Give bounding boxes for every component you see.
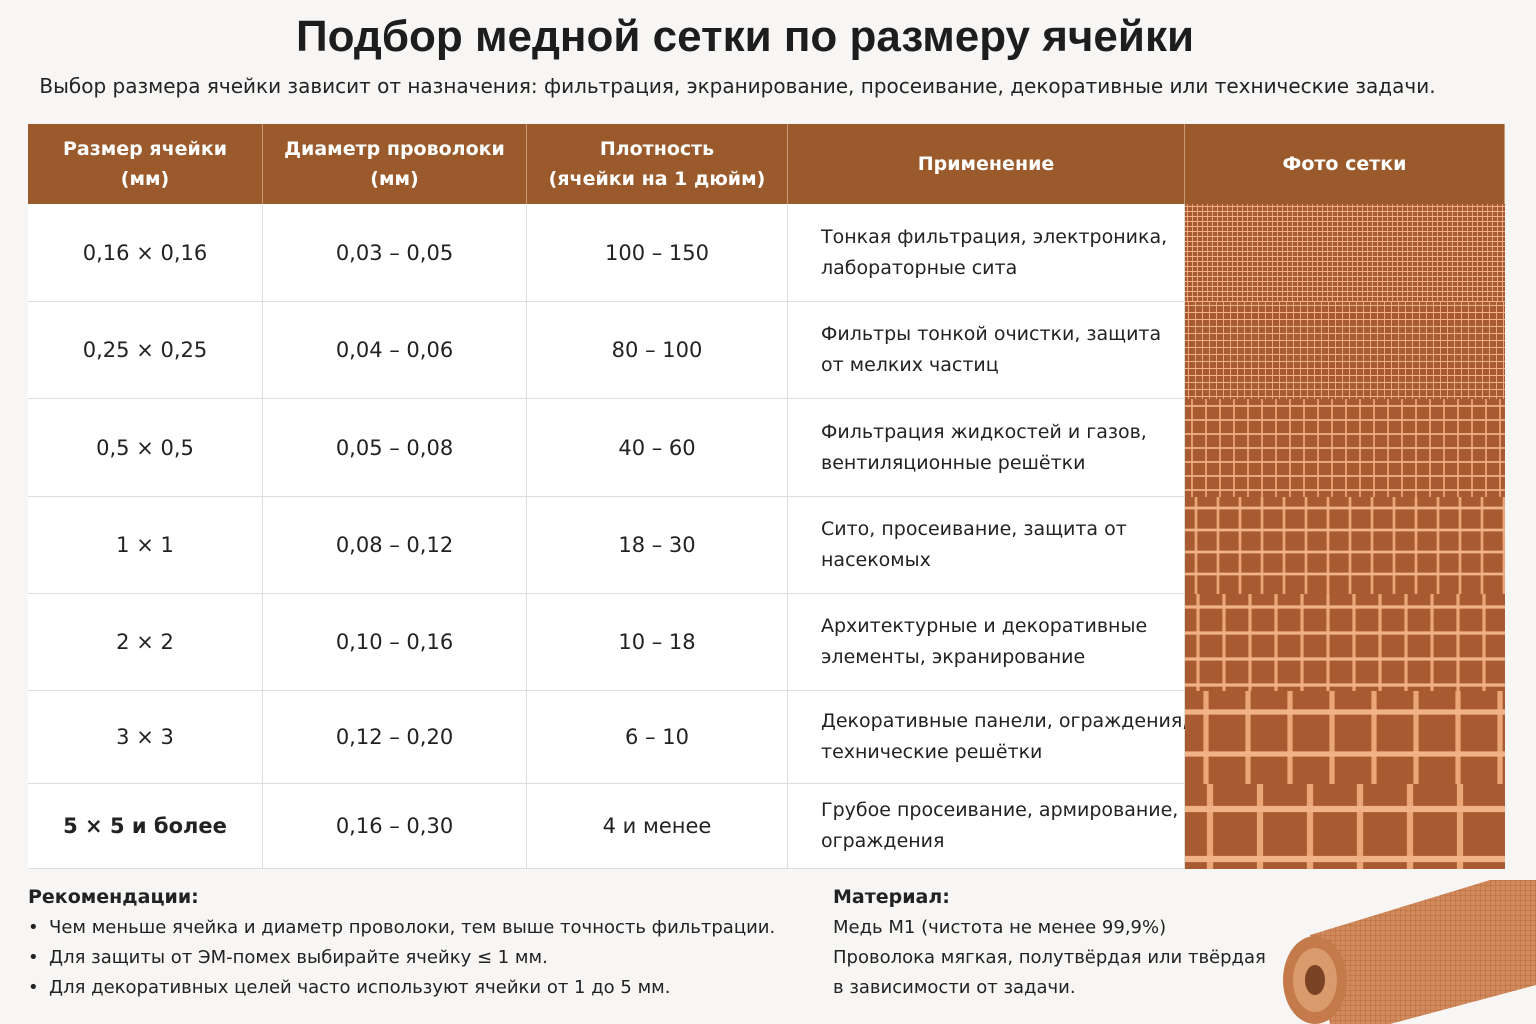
table-cell: 0,16 × 0,16 bbox=[28, 204, 263, 302]
table-cell: 18 – 30 bbox=[527, 497, 788, 594]
text-line: вентиляционные решётки bbox=[821, 451, 1086, 474]
table-cell: 40 – 60 bbox=[527, 399, 788, 497]
text-line: Декоративные панели, ограждения, bbox=[821, 710, 1189, 732]
table-cell: 0,03 – 0,05 bbox=[263, 204, 527, 302]
header-cell: Размер ячейки (мм) bbox=[28, 124, 263, 204]
text-line: насекомых bbox=[821, 549, 931, 571]
table-cell: 1 × 1 bbox=[28, 497, 263, 594]
mesh-photo bbox=[1185, 594, 1505, 691]
table-cell: 0,12 – 0,20 bbox=[263, 691, 527, 784]
text-line: (мм) bbox=[370, 168, 419, 190]
mesh-photo bbox=[1185, 784, 1505, 869]
text-line: лабораторные сита bbox=[821, 256, 1018, 279]
mesh-photo bbox=[1185, 497, 1505, 594]
table-cell: 5 × 5 и более bbox=[28, 784, 263, 869]
text-line: Фото сетки bbox=[1282, 153, 1407, 175]
table-cell: 0,16 – 0,30 bbox=[263, 784, 527, 869]
text-line: элементы, экранирование bbox=[821, 646, 1086, 668]
recommendations-title: Рекомендации: bbox=[28, 886, 199, 908]
roll-image bbox=[1283, 880, 1536, 1024]
header-cell: Плотность (ячейки на 1 дюйм) bbox=[527, 124, 788, 204]
text-line: ограждения bbox=[821, 830, 945, 852]
table-cell: 0,25 × 0,25 bbox=[28, 302, 263, 399]
mesh-photo bbox=[1185, 204, 1505, 302]
bullet: • bbox=[28, 917, 39, 938]
subtitle: Выбор размера ячейки зависит от назначен… bbox=[39, 74, 1436, 98]
material-line: Медь М1 (чистота не менее 99,9%) bbox=[833, 917, 1167, 938]
header-cell: Фото сетки bbox=[1185, 124, 1505, 204]
recommendation: Для декоративных целей часто используют … bbox=[49, 977, 671, 998]
text-line: Диаметр проволоки bbox=[284, 138, 505, 160]
table-cell: 3 × 3 bbox=[28, 691, 263, 784]
text-line: Тонкая фильтрация, электроника, bbox=[821, 225, 1168, 248]
title: Подбор медной сетки по размеру ячейки bbox=[295, 12, 1195, 61]
table-cell: 100 – 150 bbox=[527, 204, 788, 302]
text-line: Грубое просеивание, армирование, bbox=[821, 799, 1179, 821]
mesh-photo bbox=[1185, 399, 1505, 497]
table-cell: 2 × 2 bbox=[28, 594, 263, 691]
application-cell: Сито, просеивание, защита от насекомых bbox=[788, 497, 1185, 594]
material-line: в зависимости от задачи. bbox=[833, 977, 1076, 998]
header-cell: Диаметр проволоки (мм) bbox=[263, 124, 527, 204]
application-cell: Грубое просеивание, армирование, огражден… bbox=[788, 784, 1185, 869]
application-cell: Архитектурные и декоративные элементы, эк… bbox=[788, 594, 1185, 691]
text-line: (мм) bbox=[120, 168, 170, 190]
text-line: от мелких частиц bbox=[821, 354, 999, 376]
table-cell: 0,10 – 0,16 bbox=[263, 594, 527, 691]
text-line: Сито, просеивание, защита от bbox=[821, 518, 1127, 540]
application-cell: Фильтрация жидкостей и газов, вентиляцион… bbox=[788, 399, 1185, 497]
text-line: Применение bbox=[917, 153, 1055, 175]
recommendation: Для защиты от ЭМ-помех выбирайте ячейку … bbox=[49, 947, 548, 968]
table-cell: 0,04 – 0,06 bbox=[263, 302, 527, 399]
text-line: Плотность bbox=[599, 138, 715, 160]
text-line: Фильтрация жидкостей и газов, bbox=[821, 420, 1147, 443]
table-cell: 6 – 10 bbox=[527, 691, 788, 784]
table-cell: 0,5 × 0,5 bbox=[28, 399, 263, 497]
application-cell: Тонкая фильтрация, электроника, лаборатор… bbox=[788, 204, 1185, 302]
bullet: • bbox=[28, 977, 39, 998]
table-cell: 0,08 – 0,12 bbox=[263, 497, 527, 594]
material-title: Материал: bbox=[833, 886, 950, 908]
mesh-photo bbox=[1185, 302, 1505, 399]
header-cell: Применение bbox=[788, 124, 1185, 204]
table-cell: 4 и менее bbox=[527, 784, 788, 869]
bullet: • bbox=[28, 947, 39, 968]
text-line: Архитектурные и декоративные bbox=[821, 615, 1148, 637]
table-cell: 10 – 18 bbox=[527, 594, 788, 691]
application-cell: Декоративные панели, ограждения, техничес… bbox=[788, 691, 1189, 784]
application-cell: Фильтры тонкой очистки, защита от мелких … bbox=[788, 302, 1185, 399]
material-line: Проволока мягкая, полутвёрдая или твёрда… bbox=[833, 947, 1266, 968]
text-line: Фильтры тонкой очистки, защита bbox=[821, 323, 1162, 345]
table-cell: 0,05 – 0,08 bbox=[263, 399, 527, 497]
text-line: технические решётки bbox=[821, 741, 1043, 763]
recommendation: Чем меньше ячейка и диаметр проволоки, т… bbox=[49, 917, 776, 938]
mesh-photo bbox=[1185, 691, 1505, 784]
text-line: Размер ячейки bbox=[62, 138, 228, 160]
text-line: (ячейки на 1 дюйм) bbox=[548, 168, 766, 190]
table-cell: 80 – 100 bbox=[527, 302, 788, 399]
